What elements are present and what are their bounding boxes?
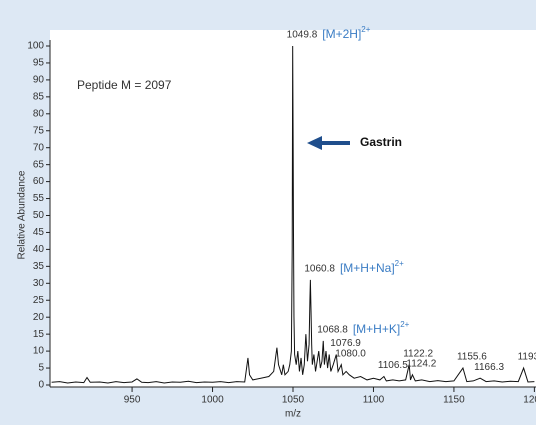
y-tick-label: 30	[33, 278, 45, 289]
ion-label: [M+H+K]2+	[353, 320, 410, 336]
y-tick-label: 10	[33, 346, 45, 357]
x-tick-label: 1200	[523, 395, 536, 406]
y-tick-label: 5	[38, 363, 44, 374]
peak-label: 1124.2	[406, 358, 436, 369]
ion-charge: 2+	[395, 259, 404, 268]
x-tick-label: 950	[124, 395, 141, 406]
y-axis-label: Relative Abundance	[17, 170, 28, 259]
ion-formula: [M+2H]	[322, 27, 361, 41]
x-axis-label: m/z	[285, 409, 301, 420]
arrow-head	[307, 136, 322, 150]
note: Peptide M = 2097	[77, 78, 172, 92]
y-tick-label: 55	[33, 193, 45, 204]
peak-label: 1122.2	[403, 348, 433, 359]
peak-label: 1193.3	[518, 352, 536, 363]
y-tick-label: 50	[33, 210, 45, 221]
y-tick-label: 85	[33, 91, 45, 102]
y-tick-label: 45	[33, 227, 45, 238]
peak-label: 1106.5	[378, 360, 408, 371]
y-tick-label: 75	[33, 125, 45, 136]
spectrum-line	[51, 45, 535, 384]
y-tick-label: 60	[33, 176, 45, 187]
y-tick-label: 70	[33, 142, 45, 153]
peak-label: 1166.3	[474, 362, 504, 373]
peak-label: 1155.6	[457, 352, 487, 363]
peak-label: 1076.9	[330, 338, 361, 349]
x-tick-label: 1150	[443, 395, 465, 406]
ion-charge: 2+	[361, 25, 370, 34]
y-tick-label: 65	[33, 159, 45, 170]
ion-charge: 2+	[400, 320, 409, 329]
ion-label: [M+H+Na]2+	[340, 259, 404, 275]
y-tick-label: 0	[38, 380, 44, 391]
peak-label: 1060.8	[304, 264, 335, 275]
x-tick-label: 1000	[201, 395, 224, 406]
y-tick-label: 20	[33, 312, 45, 323]
y-tick-label: 40	[33, 244, 45, 255]
ion-label: [M+2H]2+	[322, 25, 370, 41]
ion-formula: [M+H+K]	[353, 322, 400, 336]
y-tick-label: 35	[33, 261, 45, 272]
y-tick-label: 15	[33, 329, 45, 340]
peak-label: 1049.8	[287, 30, 318, 41]
y-tick-label: 90	[33, 75, 45, 86]
x-tick-label: 1050	[282, 395, 305, 406]
peak-label: 1080.0	[335, 348, 366, 359]
y-tick-label: 95	[33, 58, 45, 69]
y-tick-label: 25	[33, 295, 45, 306]
y-tick-label: 100	[27, 41, 44, 52]
callout: Gastrin	[360, 135, 402, 149]
peak-label: 1068.8	[317, 325, 348, 336]
y-tick-label: 80	[33, 108, 45, 119]
ion-formula: [M+H+Na]	[340, 261, 395, 275]
x-tick-label: 1100	[363, 395, 385, 406]
